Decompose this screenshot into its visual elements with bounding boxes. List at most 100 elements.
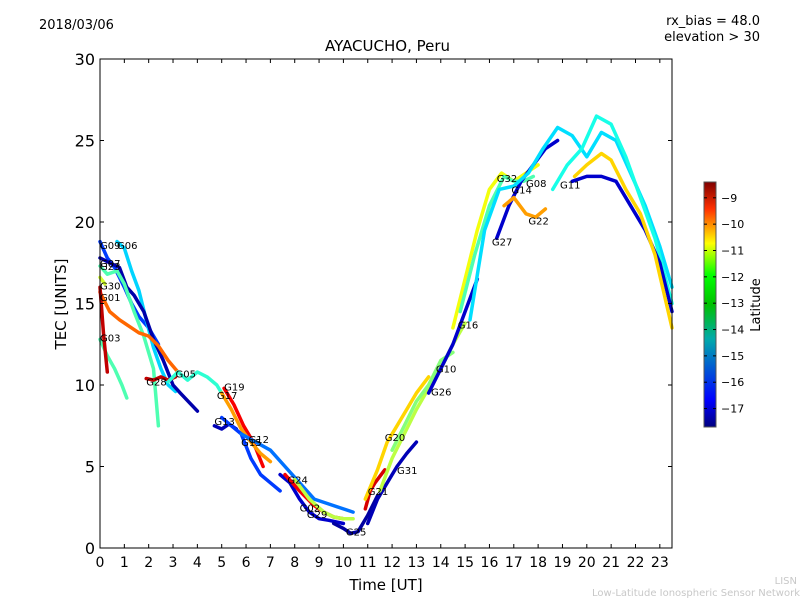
sat-label: G27 (492, 238, 512, 249)
y-tick-label: 15 (75, 295, 95, 314)
sat-label: G26 (431, 388, 451, 399)
y-tick-label: 10 (75, 376, 95, 395)
x-tick-label: 3 (169, 555, 178, 571)
sat-label: G08 (526, 179, 546, 190)
x-tick-label: 7 (266, 555, 275, 571)
series-g07 (98, 256, 200, 413)
series-g29 (292, 477, 355, 521)
x-tick-label: 18 (529, 555, 547, 571)
x-tick-label: 9 (315, 555, 324, 571)
series-g25 (331, 494, 380, 536)
x-tick-label: 16 (481, 555, 499, 571)
y-tick-label: 25 (75, 132, 95, 151)
colorbar-ticks: −9 −10 −11 −12 −13 −14 −15 −16 −17 (704, 192, 744, 416)
series-g10 (390, 350, 455, 452)
sat-label: G11 (560, 181, 580, 192)
sat-label: G22 (528, 216, 548, 227)
series-g24 (278, 472, 346, 526)
sat-label: G06 (117, 241, 137, 252)
series-g21 (363, 468, 387, 511)
series-g05 (166, 370, 224, 395)
y-axis: 0 5 10 15 20 25 30 (75, 50, 672, 558)
sat-label: G25 (346, 528, 366, 539)
sat-label: G21 (368, 487, 388, 498)
rx-bias-label: rx_bias = 48.0 (666, 14, 760, 29)
x-tick-label: 19 (554, 555, 572, 571)
sat-label: G05 (175, 370, 195, 381)
chart-title: AYACUCHO, Peru (324, 37, 451, 55)
y-tick-label: 0 (85, 539, 95, 558)
elevation-label: elevation > 30 (664, 30, 760, 45)
x-tick-label: 0 (96, 555, 105, 571)
x-tick-label: 20 (578, 555, 596, 571)
x-axis: 0 1 2 3 4 5 6 7 8 9 10 11 12 13 14 15 16 17 18 19 20 21 22 23 (96, 59, 669, 571)
x-tick-label: 12 (383, 555, 401, 571)
series-g31 (365, 440, 419, 526)
x-tick-label: 17 (505, 555, 523, 571)
colorbar (703, 181, 717, 428)
sat-label: G10 (436, 365, 456, 376)
y-tick-label: 5 (85, 458, 95, 477)
sat-label: G01 (100, 293, 120, 304)
colorbar-tick-label: −16 (721, 376, 744, 389)
x-tick-label: 6 (242, 555, 251, 571)
x-tick-label: 8 (290, 555, 299, 571)
series-g11c (572, 151, 674, 330)
sat-label: G20 (385, 433, 405, 444)
sat-label: G13 (214, 417, 234, 428)
colorbar-tick-label: −10 (721, 218, 744, 231)
x-tick-label: 1 (120, 555, 129, 571)
colorbar-tick-label: −15 (721, 350, 744, 363)
sat-label: G15 (241, 438, 261, 449)
series-g20 (363, 375, 431, 501)
x-tick-label: 13 (408, 555, 426, 571)
colorbar-tick-label: −13 (721, 297, 744, 310)
sat-label: G29 (307, 510, 327, 521)
colorbar-tick-label: −12 (721, 271, 744, 284)
series-g11 (550, 114, 674, 306)
series-g14 (458, 174, 536, 314)
y-axis-label: TEC [UNITS] (52, 259, 70, 351)
sat-label: G23 (100, 262, 120, 273)
sat-label: G07 (100, 259, 120, 270)
series-g30 (98, 275, 107, 286)
series-layer (98, 114, 674, 536)
x-tick-label: 21 (602, 555, 620, 571)
colorbar-tick-label: −9 (721, 192, 737, 205)
series-g16 (426, 277, 480, 395)
parameters-block: rx_bias = 48.0 elevation > 30 (664, 14, 760, 46)
y-tick-label: 20 (75, 213, 95, 232)
sat-label: G32 (497, 174, 517, 185)
series-g01 (98, 290, 180, 374)
x-tick-label: 5 (217, 555, 226, 571)
x-tick-label: 14 (432, 555, 450, 571)
sat-label: G28 (146, 378, 166, 389)
colorbar-label: Latitude (749, 278, 764, 332)
sat-label-layer: G09G06G07G23G30G01G03G28G05G19G17G13G12G… (100, 174, 581, 539)
sat-label: G03 (100, 334, 120, 345)
sat-label: G16 (458, 321, 478, 332)
sat-label: G31 (397, 466, 417, 477)
x-axis-label: Time [UT] (348, 576, 422, 594)
series-g12 (239, 432, 355, 514)
sat-label: G30 (100, 282, 120, 293)
series-g15 (219, 415, 282, 493)
x-tick-label: 2 (144, 555, 153, 571)
colorbar-tick-label: −17 (721, 403, 744, 416)
watermark-long: Low-Latitude Ionospheric Sensor Network (592, 588, 800, 599)
series-g23 (98, 264, 161, 428)
colorbar-tick-label: −11 (721, 244, 744, 257)
x-tick-label: 22 (627, 555, 645, 571)
y-tick-label: 30 (75, 50, 95, 69)
x-tick-label: 4 (193, 555, 202, 571)
sat-label: G14 (511, 185, 531, 196)
series-g22 (502, 195, 548, 219)
sat-label: G12 (248, 435, 268, 446)
sat-label: G17 (217, 391, 237, 402)
x-tick-label: 23 (651, 555, 669, 571)
sat-label: G02 (300, 503, 320, 514)
x-tick-label: 15 (456, 555, 474, 571)
sat-label: G09 (100, 241, 120, 252)
series-g32 (451, 163, 540, 330)
